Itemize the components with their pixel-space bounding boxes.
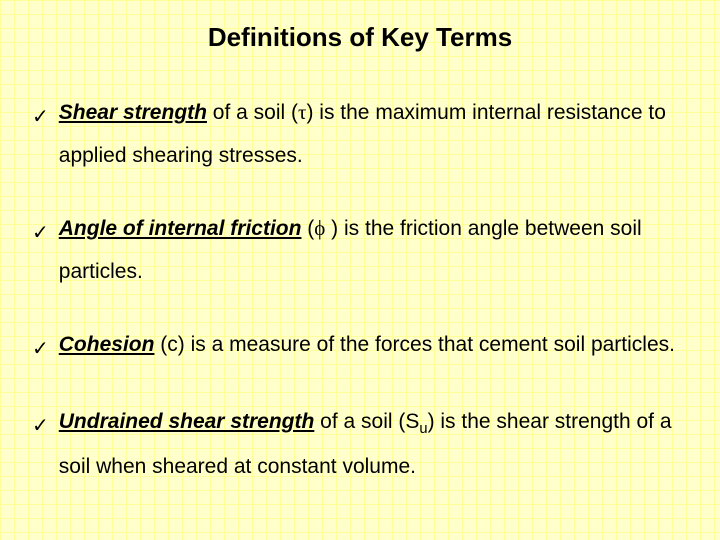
term: Cohesion xyxy=(59,333,155,356)
list-item: ✓ Undrained shear strength of a soil (Su… xyxy=(32,400,688,487)
symbol: ϕ xyxy=(314,216,325,240)
list-item: ✓ Shear strength of a soil (τ) is the ma… xyxy=(32,91,688,177)
definition-text: Shear strength of a soil (τ) is the maxi… xyxy=(59,91,688,177)
subscript: u xyxy=(419,421,427,437)
page-title: Definitions of Key Terms xyxy=(32,22,688,53)
term: Shear strength xyxy=(59,101,207,124)
check-icon: ✓ xyxy=(32,329,49,370)
check-icon: ✓ xyxy=(32,406,49,447)
definition-text: Undrained shear strength of a soil (Su) … xyxy=(59,400,688,487)
term: Undrained shear strength xyxy=(59,410,315,433)
list-item: ✓ Cohesion (c) is a measure of the force… xyxy=(32,323,688,370)
term: Angle of internal friction xyxy=(59,217,302,240)
definition-text: Angle of internal friction (ϕ ) is the f… xyxy=(59,207,688,293)
check-icon: ✓ xyxy=(32,97,49,138)
symbol: S xyxy=(405,410,419,433)
list-item: ✓ Angle of internal friction (ϕ ) is the… xyxy=(32,207,688,293)
check-icon: ✓ xyxy=(32,213,49,254)
symbol: c xyxy=(167,333,178,356)
definition-text: Cohesion (c) is a measure of the forces … xyxy=(59,323,688,366)
